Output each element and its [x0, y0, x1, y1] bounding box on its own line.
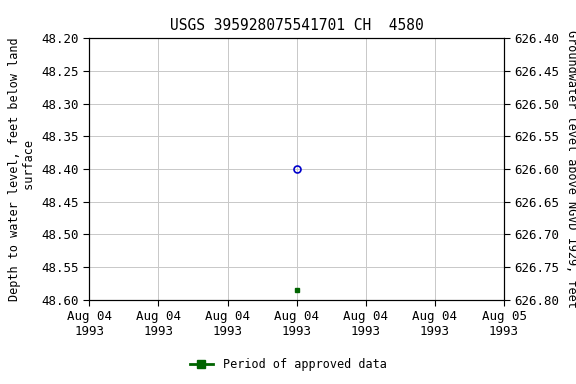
Title: USGS 395928075541701 CH  4580: USGS 395928075541701 CH 4580 — [170, 18, 423, 33]
Legend: Period of approved data: Period of approved data — [185, 354, 391, 376]
Y-axis label: Groundwater level above NGVD 1929, feet: Groundwater level above NGVD 1929, feet — [565, 30, 576, 308]
Y-axis label: Depth to water level, feet below land
 surface: Depth to water level, feet below land su… — [8, 37, 36, 301]
